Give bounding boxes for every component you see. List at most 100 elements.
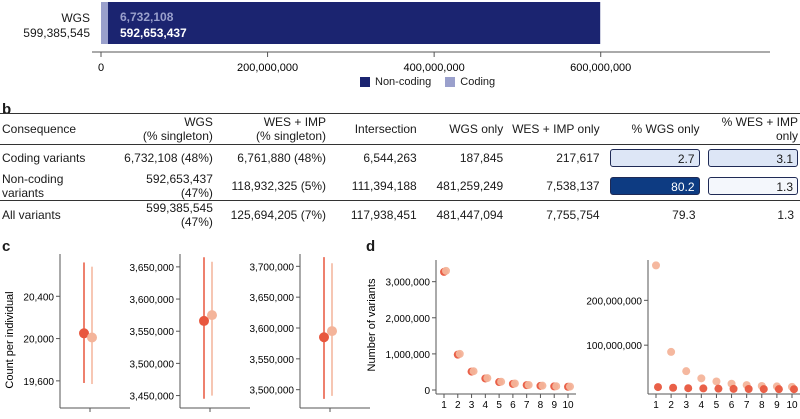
legend-swatch-coding bbox=[445, 77, 456, 87]
panel-d-point bbox=[483, 374, 492, 383]
cell-pct-wes-only: 1.3 bbox=[777, 208, 794, 222]
panel-d-point bbox=[524, 380, 533, 389]
panel-d-point bbox=[566, 382, 574, 391]
cell-wes: 118,932,325 (5%) bbox=[231, 179, 327, 193]
panel-d-ylabel: Number of variants bbox=[366, 278, 378, 371]
panel-c-y-tick-label: 3,600,000 bbox=[250, 324, 295, 335]
panel-d-y-tick-label: 1,000,000 bbox=[386, 350, 431, 361]
col-header-intersection: Intersection bbox=[354, 122, 417, 136]
panel-a-bar-chart: 6,732,108 592,653,437 0 200,000,000 400,00… bbox=[92, 2, 770, 74]
panel-d-x-tick-label: 8 bbox=[759, 400, 765, 411]
cell-wgs: 592,653,437 (47%) bbox=[146, 172, 213, 200]
cell-wgs-only: 187,845 bbox=[459, 151, 504, 165]
panel-c-point bbox=[87, 332, 97, 343]
table-top-rule bbox=[0, 113, 800, 114]
panel-d-point bbox=[774, 385, 783, 394]
cell-intersection: 6,544,263 bbox=[363, 151, 417, 165]
panel-d-y-tick-label: 0 bbox=[424, 386, 430, 397]
panel-d-point bbox=[744, 385, 753, 394]
cell-wes-only: 7,755,754 bbox=[546, 208, 600, 222]
panel-c-point bbox=[327, 326, 337, 337]
row-label: Coding variants bbox=[2, 151, 86, 165]
panel-d-point bbox=[759, 385, 768, 394]
panel-c-y-tick-label: 19,600 bbox=[23, 377, 54, 388]
cell-wes: 125,694,205 (7%) bbox=[230, 208, 327, 222]
panel-c-y-tick-label: 3,450,000 bbox=[130, 392, 175, 403]
variants-table: Consequence WGS (% singleton) WES + IMP (%… bbox=[0, 114, 800, 229]
panel-d-x-tick-label: 4 bbox=[699, 400, 705, 411]
panel-c-ylabel: Count per individual bbox=[4, 291, 16, 388]
table-header-rule bbox=[0, 144, 800, 145]
panel-d-point bbox=[510, 379, 519, 388]
cell-intersection: 111,394,188 bbox=[351, 179, 417, 193]
legend-label-noncoding: Non-coding bbox=[375, 76, 432, 88]
panel-d-letter: d bbox=[366, 238, 376, 255]
cell-pct-wgs-only: 79.3 bbox=[672, 208, 696, 222]
panel-c-point bbox=[319, 332, 329, 343]
panel-d-x-tick-label: 1 bbox=[441, 400, 447, 411]
row-label: Non-coding variants bbox=[2, 172, 64, 200]
panel-c-y-tick-label: 3,550,000 bbox=[130, 327, 175, 338]
panels-c-d-charts: Count per individual Number of variants … bbox=[4, 254, 800, 412]
table-header-row: Consequence WGS (% singleton) WES + IMP (%… bbox=[0, 114, 800, 144]
panel-d-point bbox=[469, 367, 478, 376]
panel-d-x-tick-label: 5 bbox=[496, 400, 502, 411]
panel-d-point bbox=[442, 266, 450, 275]
col-header-pct-wgs-only: % WGS only bbox=[631, 122, 700, 136]
table-row-noncoding: Non-coding variants 592,653,437 (47%) 11… bbox=[0, 172, 800, 201]
panel-c-point bbox=[199, 315, 209, 326]
legend-item-noncoding: Non-coding bbox=[360, 76, 431, 88]
legend-swatch-noncoding bbox=[360, 77, 370, 87]
panel-a-row-label-name: WGS bbox=[61, 11, 90, 25]
panel-c-y-tick-label: 3,550,000 bbox=[250, 355, 295, 366]
panel-d-y-tick-label: 200,000,000 bbox=[586, 296, 642, 307]
panel-d-x-tick-label: 7 bbox=[744, 400, 750, 411]
col-header-pct-wes-only: % WES + IMP only bbox=[721, 115, 798, 143]
panel-d-point bbox=[699, 384, 708, 393]
legend-label-coding: Coding bbox=[460, 76, 496, 88]
panel-d-y-tick-label: 100,000,000 bbox=[586, 341, 642, 352]
panel-d-x-tick-label: 9 bbox=[774, 400, 780, 411]
cell-wes: 6,761,880 (48%) bbox=[237, 151, 327, 165]
panel-a-x-tick-label: 0 bbox=[98, 62, 104, 74]
cell-wgs: 6,732,108 (48%) bbox=[124, 151, 213, 165]
panel-d-x-tick-label: 9 bbox=[551, 400, 557, 411]
row-label: All variants bbox=[2, 208, 61, 222]
panel-d-point bbox=[684, 384, 693, 393]
panel-d-x-tick-label: 3 bbox=[683, 400, 689, 411]
panel-d-point bbox=[538, 381, 547, 390]
cell-pct-wgs-only: 2.7 bbox=[602, 144, 702, 172]
panel-b-letter: b bbox=[2, 101, 12, 118]
cell-wes-only: 7,538,137 bbox=[546, 179, 600, 193]
panel-d-point bbox=[682, 367, 691, 376]
legend-item-coding: Coding bbox=[445, 76, 495, 88]
panel-c-y-tick-label: 3,600,000 bbox=[130, 295, 175, 306]
panel-d-x-tick-label: 2 bbox=[455, 400, 461, 411]
panel-d-point bbox=[652, 261, 660, 270]
panel-c-y-tick-label: 20,400 bbox=[23, 292, 54, 303]
table-row-coding: Coding variants 6,732,108 (48%) 6,761,88… bbox=[0, 144, 800, 172]
panel-d-point bbox=[790, 385, 798, 394]
panel-a-row-label-total: 599,385,545 bbox=[23, 26, 90, 40]
panel-d-x-tick-label: 6 bbox=[510, 400, 516, 411]
panel-c-y-tick-label: 3,500,000 bbox=[250, 386, 295, 397]
panel-d-x-tick-label: 10 bbox=[786, 400, 798, 411]
panel-d-point bbox=[714, 384, 723, 393]
panel-a-noncoding-bar bbox=[108, 2, 601, 44]
table-row-all: All variants 599,385,545 (47%) 125,694,2… bbox=[0, 200, 800, 229]
panel-d-point bbox=[552, 382, 561, 391]
panel-d-x-tick-label: 2 bbox=[668, 400, 674, 411]
panel-d-point bbox=[712, 377, 721, 386]
cell-wes-only: 217,617 bbox=[556, 151, 600, 165]
panel-d-x-tick-label: 10 bbox=[562, 400, 574, 411]
col-header-wes-only: WES + IMP only bbox=[512, 122, 600, 136]
panel-d-x-tick-label: 4 bbox=[483, 400, 489, 411]
panel-d-point bbox=[729, 384, 738, 393]
pct-box: 2.7 bbox=[609, 149, 700, 167]
panel-a-row-label: WGS 599,385,545 bbox=[20, 11, 90, 41]
panel-d-x-tick-label: 5 bbox=[714, 400, 720, 411]
cell-wgs-only: 481,447,094 bbox=[436, 208, 504, 222]
panel-c-point bbox=[79, 328, 89, 339]
panel-d-point bbox=[667, 347, 676, 356]
pct-box: 80.2 bbox=[609, 177, 700, 195]
